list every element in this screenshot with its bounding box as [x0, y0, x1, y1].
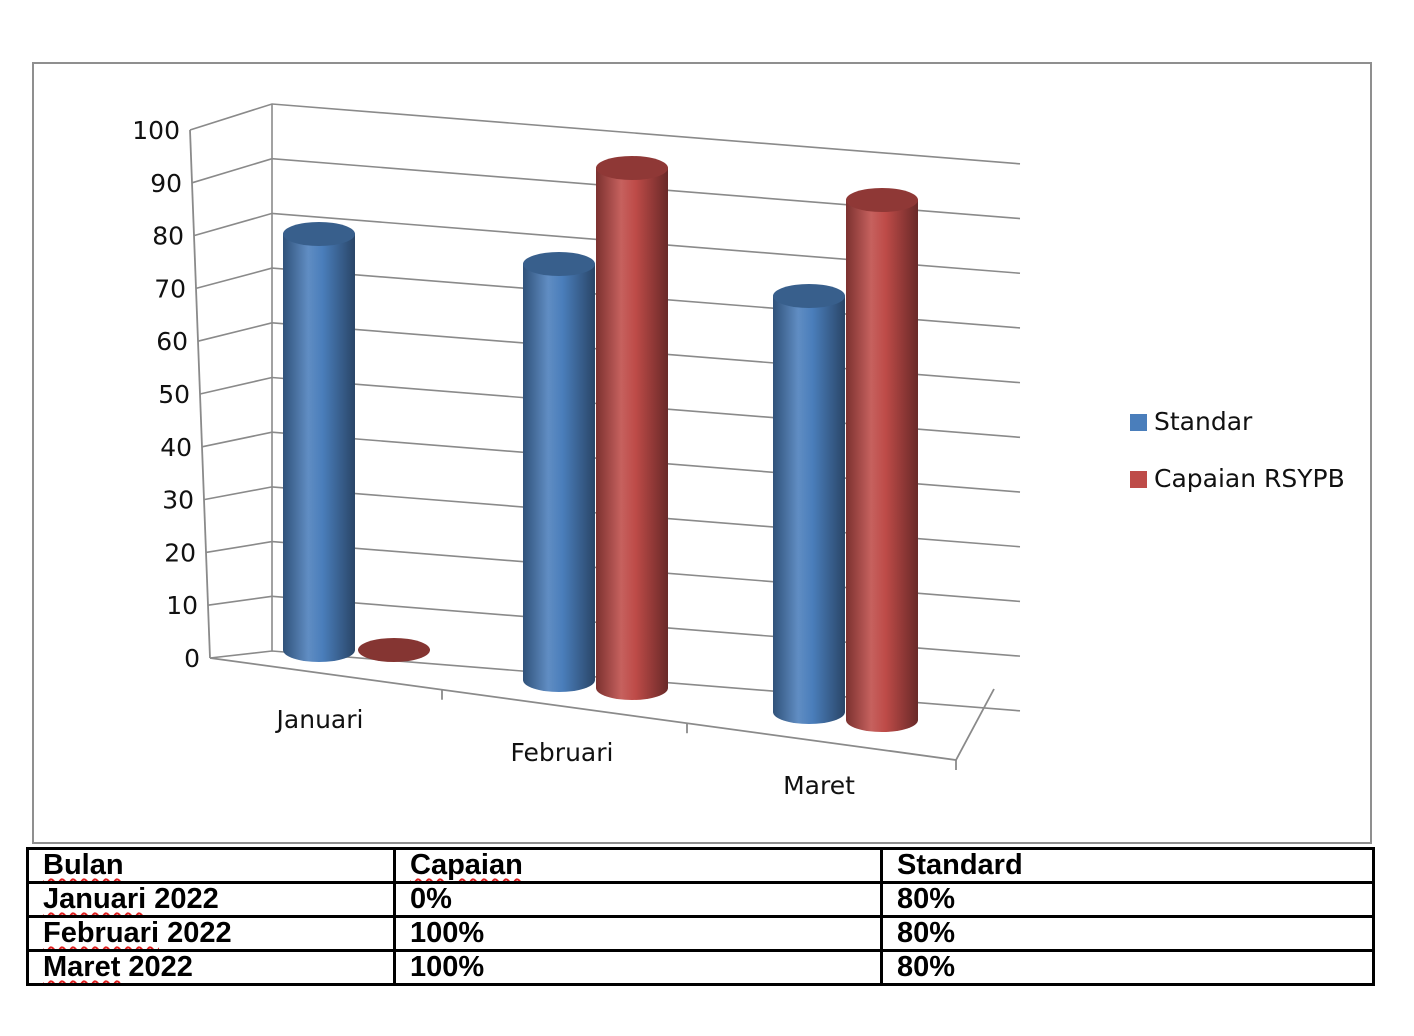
bar-top	[773, 284, 845, 308]
bar-body	[846, 200, 918, 732]
table-header-row: Bulan Capaian Standard	[26, 847, 1375, 884]
bar-group-januari	[283, 222, 430, 662]
category-label: Januari	[275, 705, 364, 734]
category-label: Februari	[511, 738, 614, 767]
y-tick-label: 10	[166, 591, 198, 620]
y-axis-line	[189, 129, 211, 659]
bar-body	[596, 168, 668, 700]
bar-capaian-rsypb-januari	[358, 638, 430, 662]
bar-top	[846, 188, 918, 212]
bar-top	[596, 156, 668, 180]
y-tick-label: 60	[156, 327, 188, 356]
y-tick-label: 40	[160, 433, 192, 462]
category-label: Maret	[783, 771, 855, 800]
table-row: Maret 2022 100% 80%	[26, 949, 1375, 986]
cell-bulan: Februari 2022	[26, 915, 396, 952]
gridline	[189, 103, 1021, 165]
bar-top	[358, 638, 430, 662]
table-row: Januari 2022 0% 80%	[26, 881, 1375, 918]
data-table: Bulan Capaian Standard Januari 2022 0% 8…	[26, 847, 1375, 986]
cell-standard: 80%	[880, 881, 1375, 918]
header-capaian: Capaian	[393, 847, 883, 884]
y-tick-label: 70	[154, 274, 186, 303]
table-row: Februari 2022 100% 80%	[26, 915, 1375, 952]
bar-chart: 0 10 20 30 40 50 60 70 80 90 100 Januari Februari Mar…	[132, 103, 1345, 800]
bar-top	[283, 222, 355, 246]
header-bulan: Bulan	[26, 847, 396, 884]
y-tick-label: 0	[184, 644, 200, 673]
bar-capaian-rsypb-februari	[596, 156, 668, 700]
legend-label: Capaian RSYPB	[1154, 464, 1345, 493]
cell-capaian: 100%	[393, 949, 883, 986]
bar-top	[523, 252, 595, 276]
y-tick-label: 80	[152, 222, 184, 251]
cell-bulan: Januari 2022	[26, 881, 396, 918]
y-tick-label: 50	[158, 380, 190, 409]
bar-group-maret	[773, 188, 918, 732]
bar-standar-maret	[773, 284, 845, 724]
bar-group-februari	[523, 156, 668, 700]
bar-body	[523, 264, 595, 692]
bar-capaian-rsypb-maret	[846, 188, 918, 732]
cell-capaian: 100%	[393, 915, 883, 952]
bar-body	[773, 296, 845, 724]
y-tick-label: 100	[132, 116, 180, 145]
legend-swatch	[1130, 414, 1147, 431]
cell-capaian: 0%	[393, 881, 883, 918]
cell-bulan: Maret 2022	[26, 949, 396, 986]
legend: Standar Capaian RSYPB	[1130, 407, 1345, 493]
cell-standard: 80%	[880, 949, 1375, 986]
bar-standar-februari	[523, 252, 595, 692]
header-standard: Standard	[880, 847, 1375, 884]
y-tick-label: 90	[150, 169, 182, 198]
cell-standard: 80%	[880, 915, 1375, 952]
chart-area: 0 10 20 30 40 50 60 70 80 90 100 Januari Februari Mar…	[32, 62, 1372, 844]
bar-body	[283, 234, 355, 662]
y-tick-label: 20	[164, 538, 196, 567]
y-tick-label: 30	[162, 486, 194, 515]
legend-swatch	[1130, 471, 1147, 488]
legend-label: Standar	[1154, 407, 1253, 436]
bar-standar-januari	[283, 222, 355, 662]
